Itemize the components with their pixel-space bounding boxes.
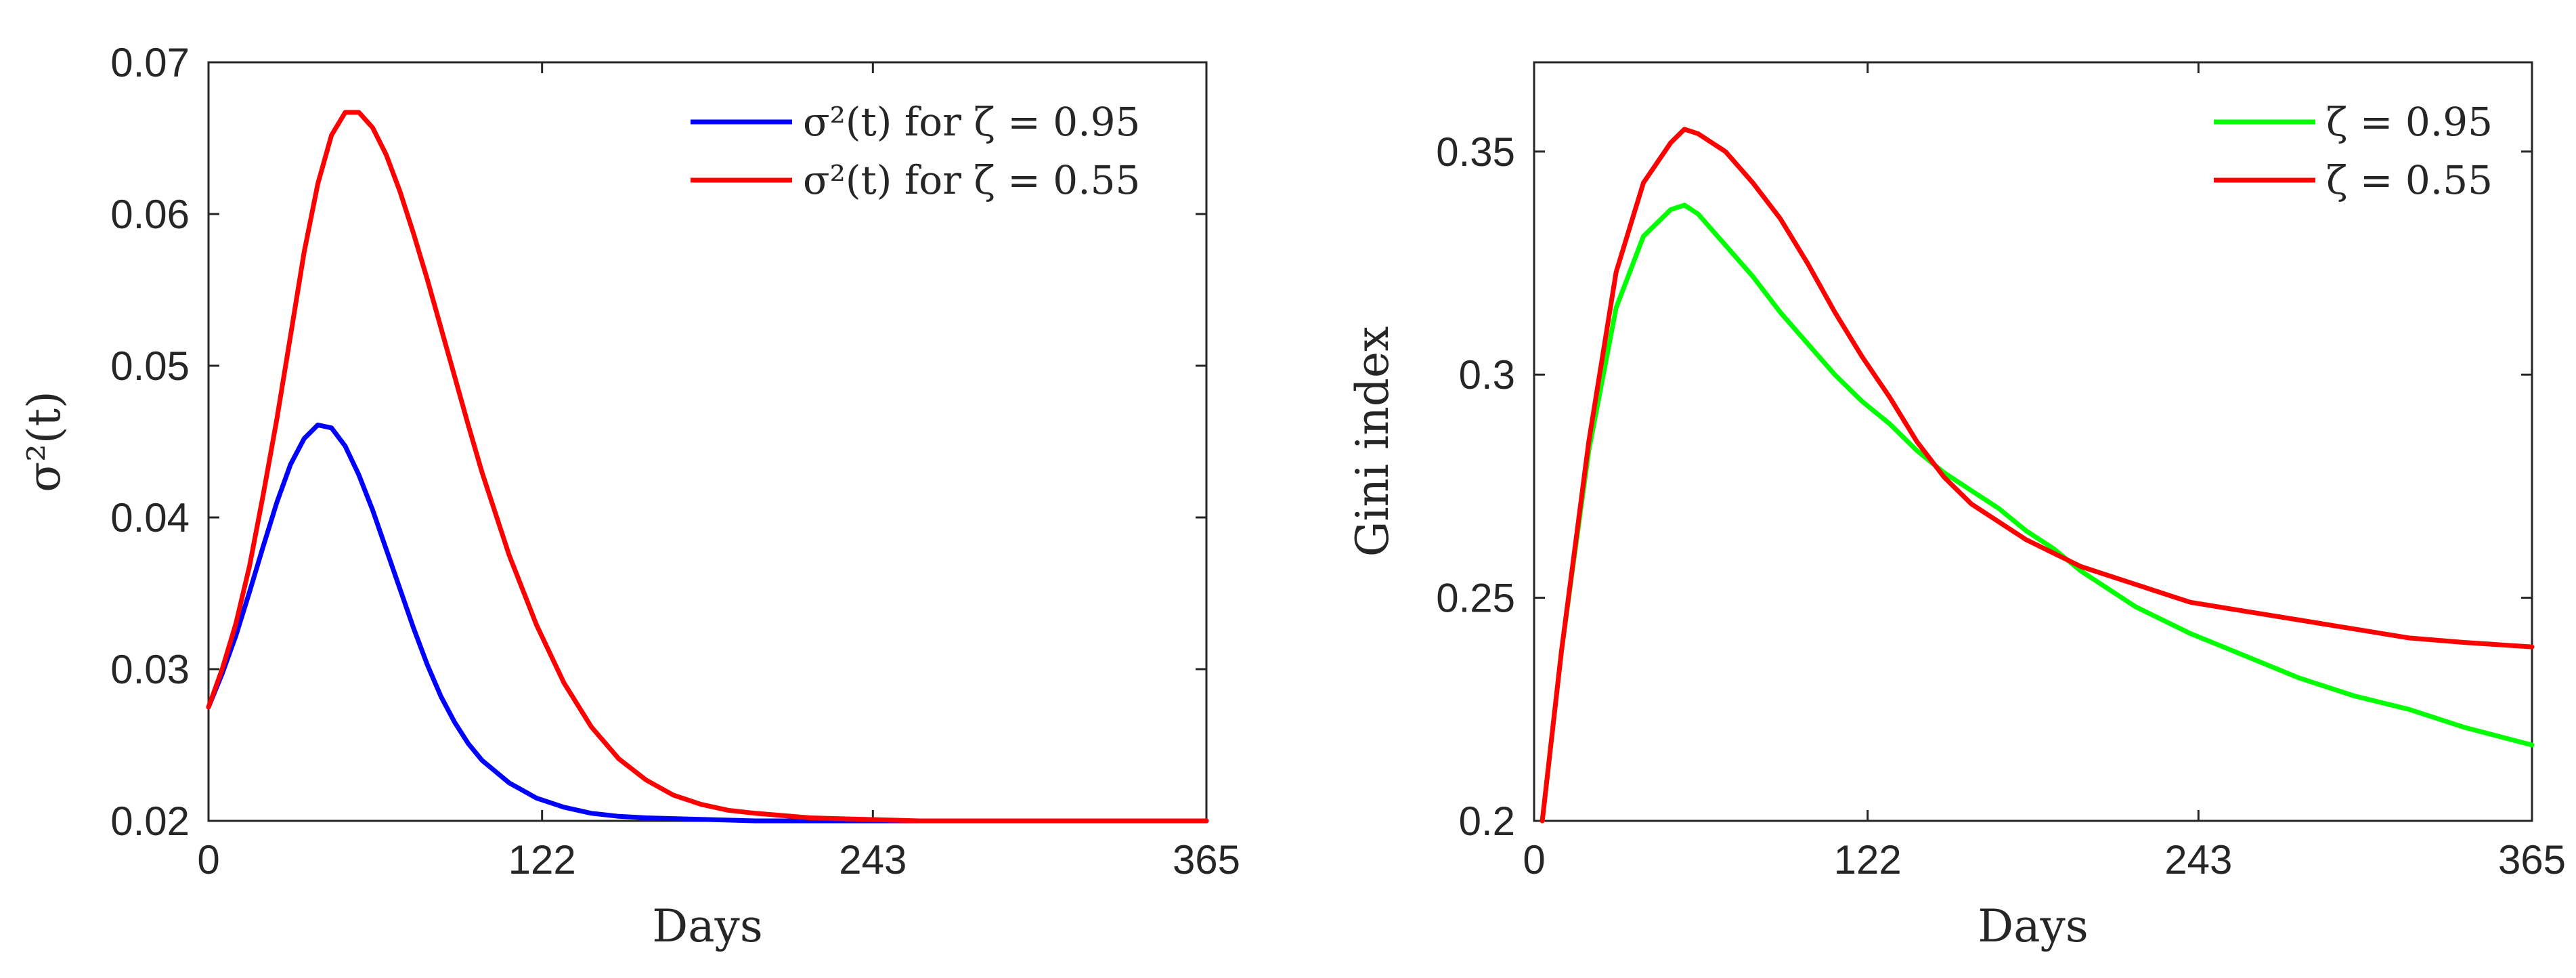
legend-label-0: σ²(t) for ζ = 0.95 (803, 99, 1140, 145)
series-line-0 (1540, 203, 2535, 824)
y-tick-label: 0.2 (1459, 799, 1515, 844)
y-tick-label: 0.05 (110, 343, 190, 389)
gini-index-chart: 0 122 243 365 0.2 0.25 0.3 0.35 Days Gini index ζ … (1347, 61, 2566, 952)
x-axis-title: Days (652, 900, 762, 952)
x-tick-label: 122 (508, 837, 576, 883)
y-axis-title: σ²(t) (18, 391, 70, 492)
x-tick-label: 0 (197, 837, 219, 883)
x-tick-label: 365 (2498, 837, 2566, 883)
legend-label-1: σ²(t) for ζ = 0.55 (803, 157, 1140, 203)
variance-chart: 0 122 243 365 0.02 0.03 0.04 0.05 0.06 0.07 Days σ²… (18, 40, 1240, 952)
y-tick-label: 0.04 (110, 495, 190, 540)
y-tick-label: 0.07 (110, 40, 190, 85)
series-line-0 (206, 422, 1209, 824)
y-axis-title: Gini index (1347, 326, 1399, 557)
x-tick-label: 243 (2164, 837, 2232, 883)
x-tick-label: 122 (1834, 837, 1902, 883)
x-tick-label: 365 (1173, 837, 1240, 883)
x-tick-label: 243 (839, 837, 907, 883)
x-axis-title: Days (1978, 900, 2088, 952)
legend-label-1: ζ = 0.55 (2326, 157, 2493, 203)
x-tick-label: 0 (1523, 837, 1545, 883)
y-tick-label: 0.25 (1436, 576, 1515, 621)
series-line-1 (1540, 127, 2535, 824)
y-tick-label: 0.02 (110, 799, 190, 844)
y-tick-label: 0.35 (1436, 129, 1515, 175)
plot-frame (1533, 61, 2533, 822)
y-tick-label: 0.3 (1459, 352, 1515, 398)
legend-label-0: ζ = 0.95 (2326, 99, 2493, 145)
y-tick-label: 0.03 (110, 647, 190, 692)
series-line-1 (206, 110, 1209, 824)
y-tick-label: 0.06 (110, 192, 190, 237)
